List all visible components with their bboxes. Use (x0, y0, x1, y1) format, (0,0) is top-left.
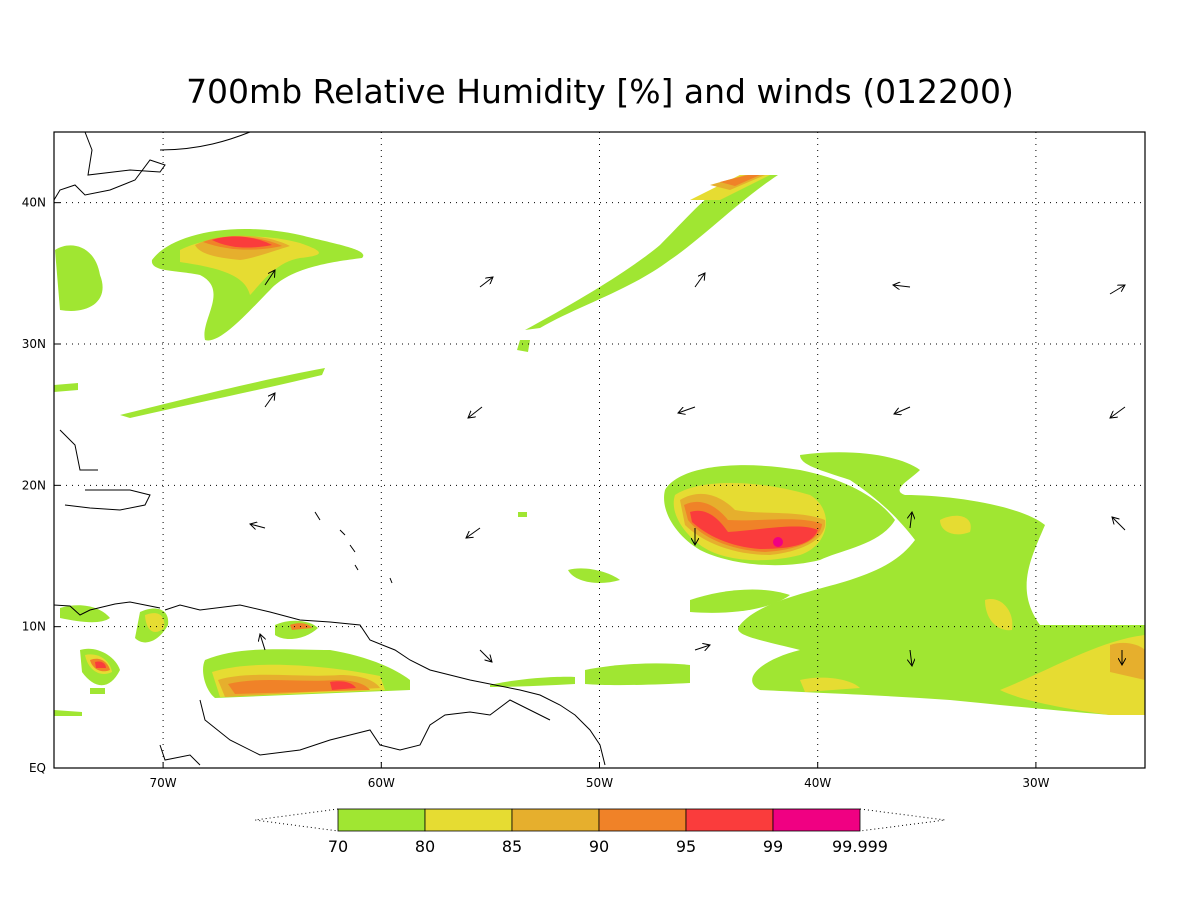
colorbar-extension (859, 808, 946, 832)
lat-tick-label: 40N (22, 196, 46, 210)
lat-tick-label: EQ (29, 761, 46, 775)
colorbar-label: 95 (676, 837, 696, 856)
lat-tick-label: 20N (22, 478, 46, 492)
lon-tick-label: 50W (586, 776, 613, 790)
colorbar-label: 70 (328, 837, 348, 856)
lon-tick-label: 70W (150, 776, 177, 790)
colorbar-swatch (337, 808, 426, 832)
wind-vectors (250, 270, 1125, 666)
lon-tick-label: 40W (804, 776, 831, 790)
graticule: 70W 60W 50W 40W 30W EQ 10N 20N 30N 40N (22, 132, 1145, 790)
colorbar-swatch (511, 808, 600, 832)
colorbar-swatch (685, 808, 774, 832)
colorbar-label: 99 (763, 837, 783, 856)
colorbar-swatch (598, 808, 687, 832)
humidity-field (54, 175, 1145, 716)
colorbar-swatch (772, 808, 861, 832)
colorbar-label: 90 (589, 837, 609, 856)
coastlines (53, 131, 606, 766)
lat-tick-label: 10N (22, 620, 46, 634)
lat-tick-label: 30N (22, 337, 46, 351)
colorbar: 70 80 85 90 95 99 99.999 (254, 808, 946, 856)
colorbar-extension (254, 808, 339, 832)
colorbar-label: 85 (502, 837, 522, 856)
lon-tick-label: 30W (1022, 776, 1049, 790)
colorbar-label: 99.999 (832, 837, 888, 856)
colorbar-swatch (424, 808, 513, 832)
map-title: 700mb Relative Humidity [%] and winds (0… (186, 72, 1014, 111)
colorbar-label: 80 (415, 837, 435, 856)
lon-tick-label: 60W (368, 776, 395, 790)
